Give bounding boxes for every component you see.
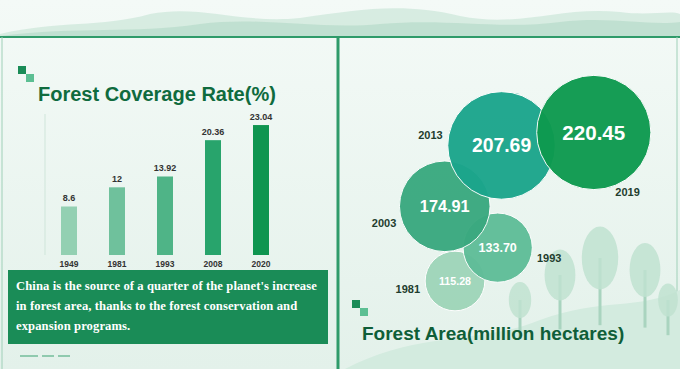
background [0,0,680,369]
bubble [537,75,651,189]
data-label: 20.36 [202,127,225,137]
mountain [0,20,680,37]
bars [61,125,269,255]
icon [18,66,26,74]
chart-title: Forest Area(million hectares) [362,323,624,344]
bar [109,187,125,255]
data-label: 133.70 [479,241,517,255]
data-label: 174.91 [420,197,470,215]
tick-label: 1981 [108,259,127,269]
tree [658,284,678,317]
chart-title: Forest Coverage Rate(%) [38,83,276,105]
category-label: 2013 [418,129,442,141]
icon [360,308,368,316]
decoration [20,355,38,357]
divider [337,37,340,369]
bar [61,206,77,255]
data-label: 8.6 [63,193,76,203]
tree [509,282,531,318]
tick-label: 2020 [252,259,271,269]
tick-label: 1993 [156,259,175,269]
icon [352,300,360,308]
tick-label: 1949 [60,259,79,269]
category-label: 2019 [615,186,639,198]
data-label: 23.04 [250,112,273,122]
icon [26,74,34,82]
decoration [42,355,54,357]
category-label: 1993 [537,252,561,264]
bar [205,140,221,255]
bar [157,176,173,255]
bar [253,125,269,255]
data-label: 220.45 [562,121,625,144]
tree [630,243,661,297]
decoration [58,355,70,357]
y-axis [45,114,46,255]
category-label: 1981 [396,283,420,295]
category-label: 2003 [372,217,396,229]
data-label: 115.28 [439,275,471,287]
data-label: 13.92 [154,163,177,173]
bubbles [399,75,650,310]
frame [2,37,3,369]
data-label: 207.69 [472,134,532,156]
data-label: 12 [112,174,122,184]
divider [0,36,680,38]
annotation: China is the source of a quarter of the … [8,270,328,344]
tree [582,227,618,290]
tick-label: 2008 [204,259,223,269]
mountain [0,8,680,36]
